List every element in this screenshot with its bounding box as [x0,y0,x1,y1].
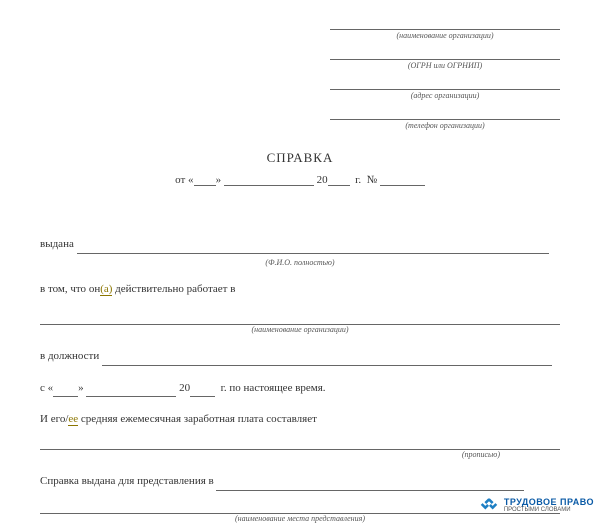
month-blank [224,172,314,186]
from-year-blank [190,384,215,397]
close-quote: » [216,174,222,186]
from-close: » [78,382,84,394]
salary-her: ее [68,413,78,426]
she-suffix: (а) [100,283,112,296]
year-prefix: 20 [317,174,328,186]
logo-line2: ПРОСТЫМИ СЛОВАМИ [504,507,594,513]
position-label: в должности [40,350,99,362]
salary-suffix: средняя ежемесячная заработная плата сос… [78,413,317,425]
org-name-line [330,18,560,30]
period-row: с « » 20 г. по настоящее время. [40,380,560,398]
logo-text: ТРУДОВОЕ ПРАВО ПРОСТЫМИ СЛОВАМИ [504,498,594,513]
from-label: от « [175,174,193,186]
brand-logo: ТРУДОВОЕ ПРАВО ПРОСТЫМИ СЛОВАМИ [478,493,594,518]
dest-blank [216,478,524,491]
day-blank [194,172,216,186]
org-name-caption: (наименование организации) [330,31,560,40]
works-prefix: в том, что [40,283,89,295]
fio-caption: (Ф.И.О. полностью) [40,258,560,267]
period-suffix: г. по настоящее время. [221,382,326,394]
date-number-row: от « » 20 г. № [40,172,560,186]
works-suffix: действительно работает в [112,283,235,295]
fio-blank [77,241,549,254]
g-label: г. [355,174,361,186]
address-line [330,78,560,90]
handshake-icon [478,493,500,518]
ogrn-caption: (ОГРН или ОГРНИП) [330,61,560,70]
from-month-blank [86,384,176,397]
org-blank-line [40,312,560,325]
salary-prefix: И его/ [40,413,68,425]
ogrn-line [330,48,560,60]
issued-row: выдана [40,236,560,254]
written-caption: (прописью) [40,450,560,459]
document-title: СПРАВКА [40,150,560,166]
position-row: в должности [40,348,560,366]
year-blank [328,172,350,186]
issued-for-label: Справка выдана для представления в [40,475,214,487]
works-row: в том, что он(а) действительно работает … [40,281,560,299]
logo-line1: ТРУДОВОЕ ПРАВО [504,498,594,507]
he-label: он [89,283,100,295]
from-day-blank [53,384,78,397]
issued-label: выдана [40,238,74,250]
address-caption: (адрес организации) [330,91,560,100]
salary-row: И его/ее средняя ежемесячная заработная … [40,411,560,429]
org-caption: (наименование организации) [40,325,560,334]
phone-line [330,108,560,120]
position-blank [102,353,552,366]
number-label: № [367,174,378,186]
phone-caption: (телефон организации) [330,121,560,130]
salary-blank-line [40,437,560,450]
issued-for-row: Справка выдана для представления в [40,473,560,491]
org-header-block: (наименование организации) (ОГРН или ОГР… [330,18,560,130]
from-year-prefix: 20 [179,382,190,394]
from-open: с « [40,382,53,394]
number-blank [380,172,425,186]
